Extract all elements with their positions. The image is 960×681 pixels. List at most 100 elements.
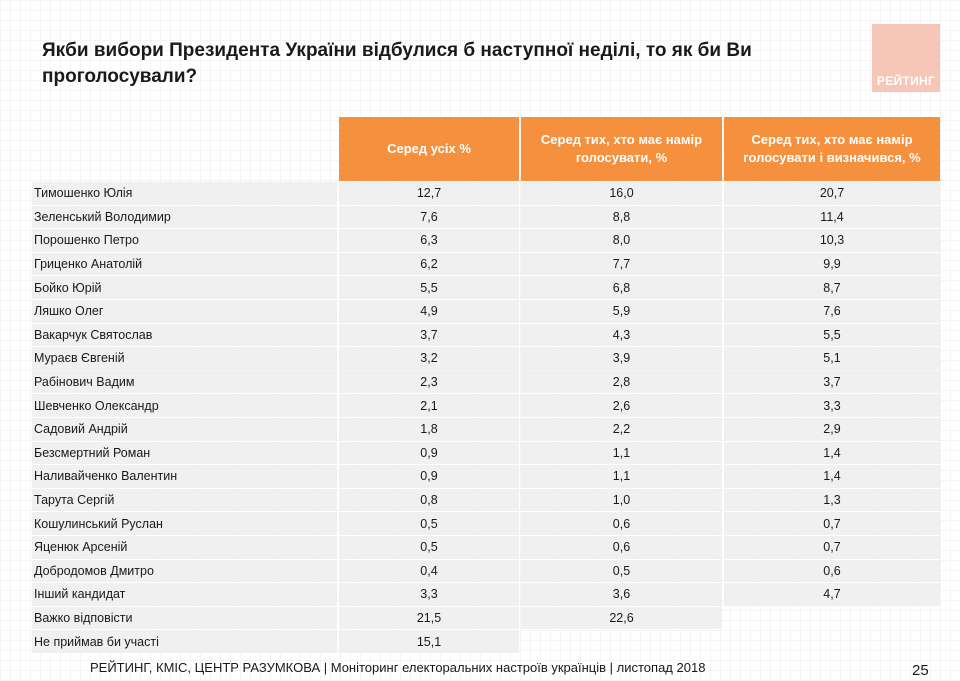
candidate-name: Шевченко Олександр xyxy=(32,394,337,417)
value-all: 5,5 xyxy=(339,276,519,299)
value-all: 0,5 xyxy=(339,535,519,559)
value-all: 2,1 xyxy=(339,394,519,417)
value-intend-to-vote: 3,9 xyxy=(521,347,722,370)
candidate-name: Зеленський Володимир xyxy=(32,205,337,229)
table-row: Рабінович Вадим 2,3 2,8 3,7 xyxy=(32,370,940,394)
value-decided: 3,7 xyxy=(724,370,940,394)
value-all: 4,9 xyxy=(339,299,519,323)
value-intend-to-vote: 5,9 xyxy=(521,299,722,323)
header-all: Серед усіх % xyxy=(339,117,519,181)
candidate-name: Не приймав би участі xyxy=(32,630,337,653)
value-intend-to-vote: 3,6 xyxy=(521,583,722,606)
table-row: Садовий Андрій 1,8 2,2 2,9 xyxy=(32,417,940,441)
value-all: 3,3 xyxy=(339,583,519,606)
table-row: Інший кандидат 3,3 3,6 4,7 xyxy=(32,583,940,606)
table-row: Важко відповісти 21,5 22,6 xyxy=(32,606,940,630)
value-decided: 8,7 xyxy=(724,276,940,299)
value-decided: 0,7 xyxy=(724,512,940,535)
value-decided: 4,7 xyxy=(724,583,940,606)
value-intend-to-vote: 2,8 xyxy=(521,370,722,394)
value-decided: 5,5 xyxy=(724,323,940,347)
candidate-name: Вакарчук Святослав xyxy=(32,323,337,347)
value-all: 6,3 xyxy=(339,229,519,252)
candidate-name: Важко відповісти xyxy=(32,606,337,630)
value-intend-to-vote: 1,1 xyxy=(521,441,722,465)
table-row: Тимошенко Юлія 12,7 16,0 20,7 xyxy=(32,182,940,205)
candidate-name: Мураєв Євгеній xyxy=(32,347,337,370)
value-all: 15,1 xyxy=(339,630,519,653)
table-row: Не приймав би участі 15,1 xyxy=(32,630,940,653)
value-intend-to-vote: 2,6 xyxy=(521,394,722,417)
value-all: 0,5 xyxy=(339,512,519,535)
value-decided: 1,4 xyxy=(724,441,940,465)
table-row: Тарута Сергій 0,8 1,0 1,3 xyxy=(32,488,940,512)
value-all: 0,9 xyxy=(339,465,519,488)
results-table: Серед усіх % Серед тих, хто має намір го… xyxy=(30,116,942,654)
candidate-name: Добродомов Дмитро xyxy=(32,559,337,583)
table-row: Добродомов Дмитро 0,4 0,5 0,6 xyxy=(32,559,940,583)
value-intend-to-vote: 7,7 xyxy=(521,252,722,276)
value-decided: 10,3 xyxy=(724,229,940,252)
candidate-name: Яценюк Арсеній xyxy=(32,535,337,559)
value-decided: 5,1 xyxy=(724,347,940,370)
value-intend-to-vote: 0,6 xyxy=(521,535,722,559)
value-intend-to-vote: 1,0 xyxy=(521,488,722,512)
candidate-name: Інший кандидат xyxy=(32,583,337,606)
logo-text: РЕЙТИНГ xyxy=(876,74,936,88)
table-row: Бойко Юрій 5,5 6,8 8,7 xyxy=(32,276,940,299)
header-decided: Серед тих, хто має намір голосувати і ви… xyxy=(724,117,940,181)
table-row: Мураєв Євгеній 3,2 3,9 5,1 xyxy=(32,347,940,370)
value-decided: 7,6 xyxy=(724,299,940,323)
table-row: Шевченко Олександр 2,1 2,6 3,3 xyxy=(32,394,940,417)
value-all: 3,2 xyxy=(339,347,519,370)
table-row: Зеленський Володимир 7,6 8,8 11,4 xyxy=(32,205,940,229)
value-intend-to-vote: 2,2 xyxy=(521,417,722,441)
value-intend-to-vote: 8,8 xyxy=(521,205,722,229)
value-intend-to-vote: 1,1 xyxy=(521,465,722,488)
value-decided: 11,4 xyxy=(724,205,940,229)
empty-cell xyxy=(724,630,940,653)
value-decided: 1,4 xyxy=(724,465,940,488)
candidate-name: Наливайченко Валентин xyxy=(32,465,337,488)
value-decided: 2,9 xyxy=(724,417,940,441)
table-row: Гриценко Анатолій 6,2 7,7 9,9 xyxy=(32,252,940,276)
candidate-name: Тимошенко Юлія xyxy=(32,182,337,205)
candidate-name: Рабінович Вадим xyxy=(32,370,337,394)
table-row: Ляшко Олег 4,9 5,9 7,6 xyxy=(32,299,940,323)
rating-logo: РЕЙТИНГ xyxy=(872,24,940,92)
table-row: Безсмертний Роман 0,9 1,1 1,4 xyxy=(32,441,940,465)
value-all: 6,2 xyxy=(339,252,519,276)
candidate-name: Порошенко Петро xyxy=(32,229,337,252)
value-intend-to-vote: 16,0 xyxy=(521,182,722,205)
header-intend-to-vote: Серед тих, хто має намір голосувати, % xyxy=(521,117,722,181)
table-body: Тимошенко Юлія 12,7 16,0 20,7 Зеленський Вол… xyxy=(32,182,940,653)
table-row: Вакарчук Святослав 3,7 4,3 5,5 xyxy=(32,323,940,347)
footer-source: РЕЙТИНГ, КМІС, ЦЕНТР РАЗУМКОВА | Монітор… xyxy=(90,660,706,675)
value-all: 0,9 xyxy=(339,441,519,465)
candidate-name: Бойко Юрій xyxy=(32,276,337,299)
value-decided: 0,6 xyxy=(724,559,940,583)
table-row: Наливайченко Валентин 0,9 1,1 1,4 xyxy=(32,465,940,488)
table-row: Кошулинський Руслан 0,5 0,6 0,7 xyxy=(32,512,940,535)
candidate-name: Садовий Андрій xyxy=(32,417,337,441)
value-all: 0,8 xyxy=(339,488,519,512)
candidate-name: Тарута Сергій xyxy=(32,488,337,512)
value-decided: 9,9 xyxy=(724,252,940,276)
value-intend-to-vote: 8,0 xyxy=(521,229,722,252)
value-all: 12,7 xyxy=(339,182,519,205)
value-all: 21,5 xyxy=(339,606,519,630)
empty-cell xyxy=(521,630,722,653)
value-intend-to-vote: 22,6 xyxy=(521,606,722,630)
value-intend-to-vote: 6,8 xyxy=(521,276,722,299)
value-intend-to-vote: 0,6 xyxy=(521,512,722,535)
table-row: Яценюк Арсеній 0,5 0,6 0,7 xyxy=(32,535,940,559)
value-decided: 3,3 xyxy=(724,394,940,417)
value-all: 3,7 xyxy=(339,323,519,347)
candidate-name: Гриценко Анатолій xyxy=(32,252,337,276)
value-intend-to-vote: 4,3 xyxy=(521,323,722,347)
value-decided: 1,3 xyxy=(724,488,940,512)
header-empty-cell xyxy=(32,117,337,181)
page-number: 25 xyxy=(912,662,929,679)
value-all: 1,8 xyxy=(339,417,519,441)
value-decided: 0,7 xyxy=(724,535,940,559)
